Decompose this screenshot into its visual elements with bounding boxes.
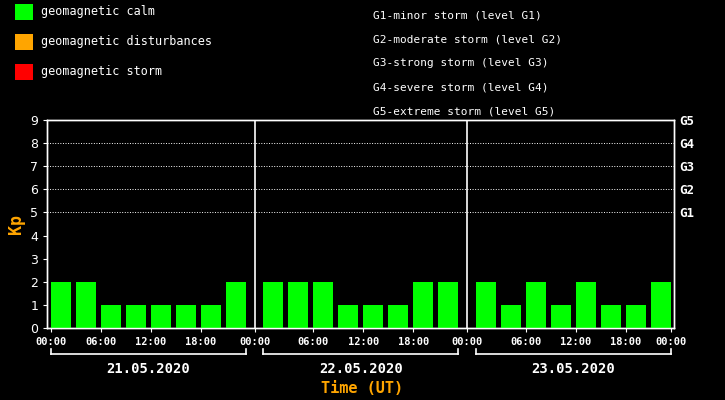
Bar — [263, 282, 283, 328]
Text: 22.05.2020: 22.05.2020 — [319, 362, 402, 376]
Text: geomagnetic calm: geomagnetic calm — [41, 6, 155, 18]
Bar — [526, 282, 546, 328]
Bar — [438, 282, 458, 328]
Bar — [476, 282, 496, 328]
Bar — [126, 305, 146, 328]
Bar — [225, 282, 246, 328]
Text: geomagnetic storm: geomagnetic storm — [41, 66, 162, 78]
Bar — [201, 305, 221, 328]
Bar — [363, 305, 384, 328]
Text: G4-severe storm (level G4): G4-severe storm (level G4) — [373, 82, 549, 92]
Bar — [500, 305, 521, 328]
Text: G3-strong storm (level G3): G3-strong storm (level G3) — [373, 58, 549, 68]
Bar — [51, 282, 71, 328]
Bar — [626, 305, 645, 328]
Text: G2-moderate storm (level G2): G2-moderate storm (level G2) — [373, 34, 563, 44]
Bar — [175, 305, 196, 328]
Text: 23.05.2020: 23.05.2020 — [531, 362, 615, 376]
Bar — [76, 282, 96, 328]
Text: G1-minor storm (level G1): G1-minor storm (level G1) — [373, 10, 542, 20]
Bar — [600, 305, 621, 328]
Bar — [151, 305, 171, 328]
Y-axis label: Kp: Kp — [7, 214, 25, 234]
Text: Time (UT): Time (UT) — [321, 381, 404, 396]
Bar — [388, 305, 408, 328]
Bar — [650, 282, 671, 328]
Bar — [576, 282, 595, 328]
Text: geomagnetic disturbances: geomagnetic disturbances — [41, 36, 212, 48]
Bar — [413, 282, 433, 328]
Text: 21.05.2020: 21.05.2020 — [107, 362, 190, 376]
Bar — [313, 282, 334, 328]
Bar — [101, 305, 121, 328]
Text: G5-extreme storm (level G5): G5-extreme storm (level G5) — [373, 106, 555, 116]
Bar — [550, 305, 571, 328]
Bar — [289, 282, 308, 328]
Bar — [338, 305, 358, 328]
